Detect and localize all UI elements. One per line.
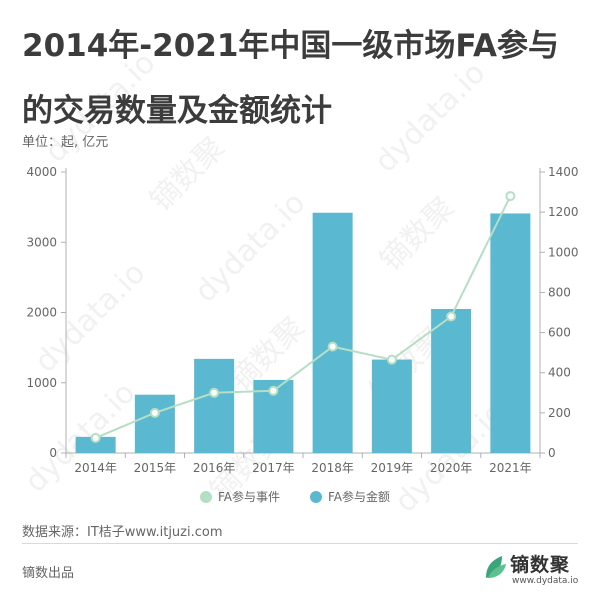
y-left-tick-label: 0 <box>49 446 57 460</box>
y-left-tick-label: 2000 <box>26 306 57 320</box>
leaf-logo-icon <box>486 556 506 578</box>
legend-line-swatch <box>200 491 212 503</box>
y-right-tick-label: 200 <box>548 406 571 420</box>
bar-series <box>75 212 531 453</box>
y-right-tick-label: 800 <box>548 285 571 299</box>
axes <box>61 168 545 458</box>
unit-label: 单位：起, 亿元 <box>22 135 109 150</box>
x-tick-label: 2019年 <box>371 461 414 475</box>
bar <box>75 436 116 453</box>
legend-bar-swatch <box>310 491 322 503</box>
y-right-tick-label: 0 <box>548 446 556 460</box>
combo-chart: 0 1000 2000 3000 4000 0 200 400 600 800 1000 1200 14… <box>26 165 578 504</box>
y-left-tick-label: 1000 <box>26 376 57 390</box>
line-point <box>446 311 457 322</box>
line-point <box>505 191 516 202</box>
chart-title: 2014年-2021年中国一级市场FA参与的交易数量及金额统计 <box>22 28 560 129</box>
x-tick-label: 2016年 <box>193 461 236 475</box>
x-tick-label: 2014年 <box>74 461 117 475</box>
data-source: 数据来源：IT桔子www.itjuzi.com <box>22 525 223 540</box>
line-point <box>268 385 279 396</box>
bar <box>490 213 531 453</box>
y-left-tick-label: 4000 <box>26 165 57 179</box>
line-point <box>327 341 338 352</box>
tick-labels: 0 1000 2000 3000 4000 0 200 400 600 800 1000 1200 14… <box>26 165 578 475</box>
line-point <box>209 387 220 398</box>
legend-line-label: FA参与事件 <box>218 489 280 504</box>
bar <box>312 212 353 453</box>
y-right-tick-label: 1400 <box>548 165 579 179</box>
brand-name: 镝数聚 <box>510 554 571 576</box>
y-right-tick-label: 600 <box>548 326 571 340</box>
legend: FA参与事件 FA参与金额 <box>200 489 390 504</box>
line-point <box>149 407 160 418</box>
legend-bar-label: FA参与金额 <box>328 489 390 504</box>
x-tick-label: 2021年 <box>489 461 532 475</box>
line-series <box>90 191 516 443</box>
producer-credit: 镝数出品 <box>22 566 75 581</box>
line-point <box>90 432 101 443</box>
x-tick-label: 2015年 <box>134 461 177 475</box>
y-right-tick-label: 1000 <box>548 245 579 259</box>
bar <box>134 394 175 453</box>
line-point <box>386 354 397 365</box>
y-left-tick-label: 3000 <box>26 235 57 249</box>
brand-logo-block: 镝数聚 www.dydata.io <box>484 550 584 590</box>
bar <box>371 359 412 453</box>
y-right-tick-label: 400 <box>548 366 571 380</box>
footer-divider <box>22 543 578 544</box>
brand-url: www.dydata.io <box>512 576 579 586</box>
bar <box>194 358 235 453</box>
y-right-tick-label: 1200 <box>548 205 579 219</box>
x-tick-label: 2020年 <box>430 461 473 475</box>
x-tick-label: 2018年 <box>311 461 354 475</box>
bar <box>431 308 472 453</box>
line-path <box>95 195 512 439</box>
x-tick-label: 2017年 <box>252 461 295 475</box>
